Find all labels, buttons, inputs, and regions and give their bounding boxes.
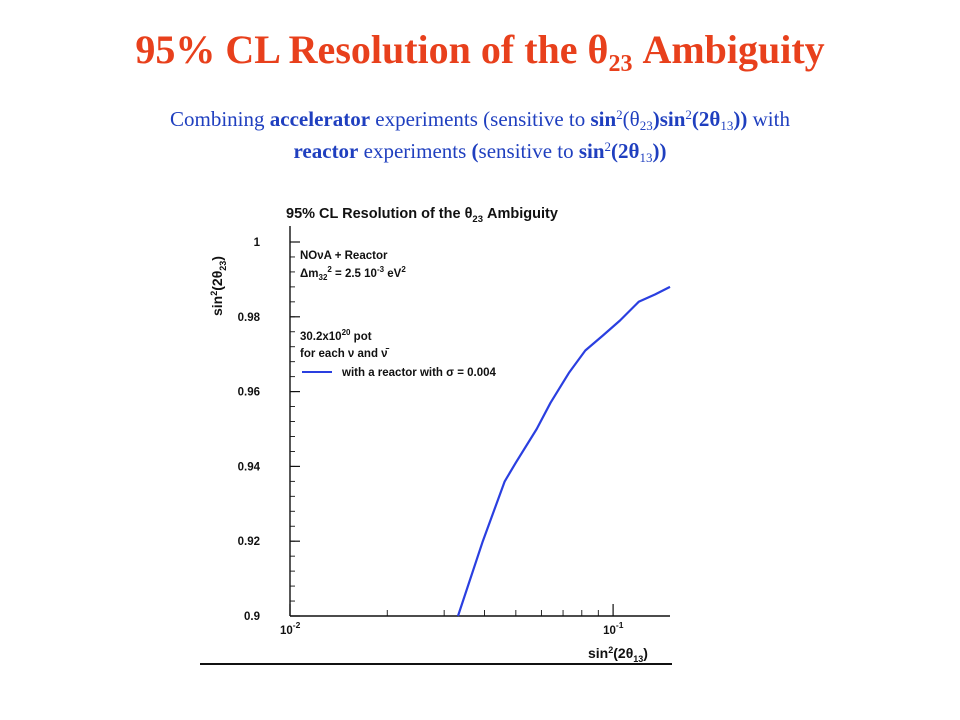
- y-tick-label-1: 0.92: [238, 536, 260, 548]
- subtitle-math: sin: [578, 139, 605, 163]
- chart-figure: 95% CL Resolution of the θ23 Ambiguity s…: [200, 206, 672, 665]
- subtitle-math: )sin: [652, 107, 686, 131]
- subtitle-math: )): [652, 139, 667, 163]
- subtitle-math: )): [733, 107, 748, 131]
- x-tick-label-0: 10-2: [280, 620, 301, 637]
- subtitle-math-sup: 2: [604, 139, 612, 154]
- x-axis-label: sin2(2θ13): [588, 645, 648, 664]
- subtitle-text: with: [747, 107, 790, 131]
- subtitle-keyword-reactor: reactor: [293, 139, 359, 163]
- series-line-0: [456, 285, 671, 617]
- subtitle-line-1: Combining accelerator experiments (sensi…: [0, 106, 960, 132]
- subtitle-text: Combining: [170, 107, 270, 131]
- series-layer: [456, 285, 671, 617]
- y-axis-label: sin2(2θ23): [209, 256, 228, 316]
- subtitle-math-sup: 2: [616, 107, 623, 122]
- annotation-mass-splitting: Δm322 = 2.5 10-3 eV2: [300, 265, 406, 282]
- annotation-experiment: NOνA + Reactor: [300, 250, 388, 262]
- slide-title-main: 95% CL Resolution of the θ: [135, 27, 609, 72]
- subtitle-math: (2θ: [611, 139, 640, 163]
- axis-ticks: [289, 241, 614, 617]
- subtitle-text: experiments: [358, 139, 472, 163]
- chart-title: 95% CL Resolution of the θ23 Ambiguity: [286, 206, 558, 225]
- subtitle-math-sub: 13: [639, 150, 653, 165]
- y-tick-label-2: 0.94: [238, 461, 261, 473]
- axis-tick-labels: 0.9 0.92 0.94 0.96 0.98 1 10-2 10-1: [238, 237, 624, 637]
- y-tick-label-0: 0.9: [244, 611, 260, 623]
- slide-title-tail: Ambiguity: [632, 27, 825, 72]
- subtitle-keyword-accelerator: accelerator: [269, 107, 371, 131]
- legend-label-reactor: with a reactor with σ = 0.004: [341, 367, 497, 379]
- subtitle-line-2: reactor experiments (sensitive to sin2(2…: [0, 138, 960, 164]
- subtitle-math-sub: 23: [639, 118, 653, 133]
- annotation-neutrino-modes: for each ν and ν̄: [300, 348, 390, 360]
- subtitle-math: sin: [590, 107, 617, 131]
- subtitle-math-sub: 13: [720, 118, 734, 133]
- slide-title-subscript: 23: [608, 51, 633, 77]
- subtitle-text: experiments (sensitive to: [370, 107, 591, 131]
- y-tick-label-3: 0.96: [238, 387, 260, 399]
- x-tick-label-1: 10-1: [603, 620, 624, 637]
- subtitle-math: (2θ: [691, 107, 721, 131]
- subtitle-math-sup: 2: [685, 107, 692, 122]
- subtitle-text: (: [471, 139, 479, 163]
- subtitle-text: sensitive to: [478, 139, 579, 163]
- slide-title: 95% CL Resolution of the θ23 Ambiguity: [0, 26, 960, 77]
- y-tick-label-4: 0.98: [238, 312, 261, 324]
- y-tick-label-5: 1: [254, 237, 261, 249]
- annotation-pot: 30.2x1020 pot: [300, 328, 372, 343]
- subtitle-math: (θ: [622, 107, 640, 131]
- legend: NOνA + Reactor Δm322 = 2.5 10-3 eV2 30.2…: [300, 250, 497, 379]
